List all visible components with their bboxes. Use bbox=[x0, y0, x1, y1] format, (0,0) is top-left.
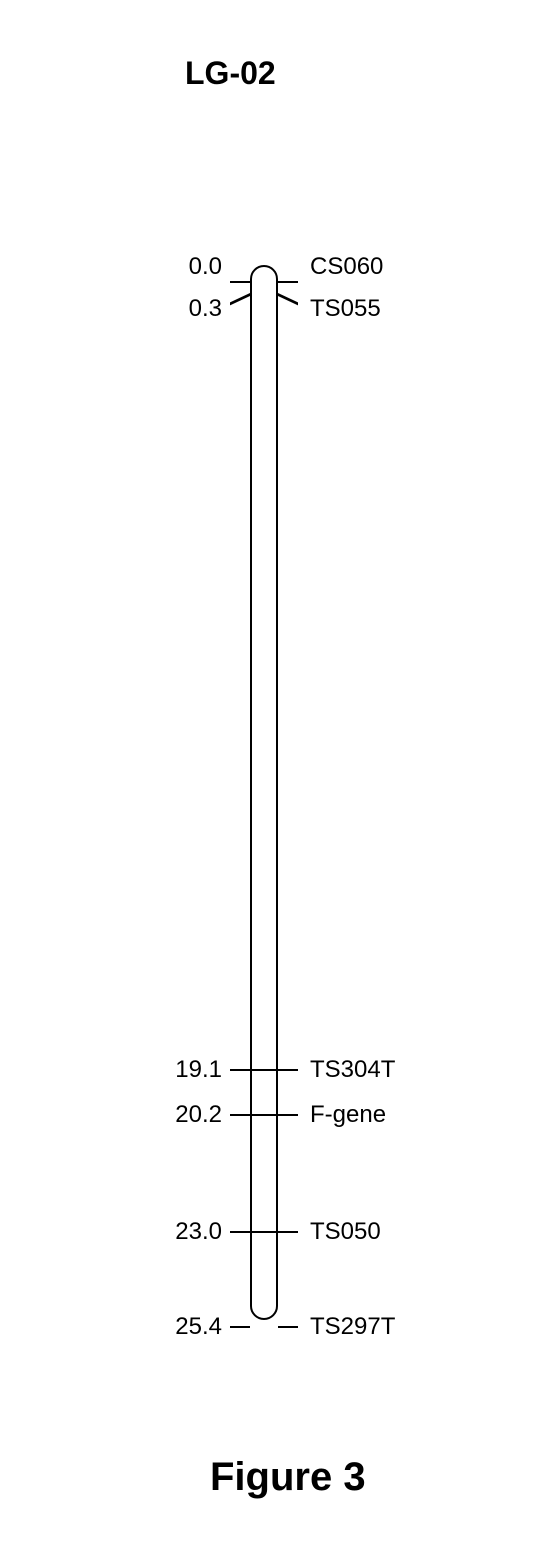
marker-name-label: TS304T bbox=[310, 1056, 395, 1084]
marker-tick-left bbox=[230, 1326, 250, 1329]
marker-position-label: 19.1 bbox=[175, 1056, 222, 1084]
marker-name-label: CS060 bbox=[310, 253, 383, 281]
marker-position-label: 0.3 bbox=[189, 295, 222, 323]
marker-position-label: 25.4 bbox=[175, 1313, 222, 1341]
marker-row: 25.4 TS297T bbox=[0, 1315, 557, 1339]
marker-row: 19.1 TS304T bbox=[0, 1058, 557, 1082]
linkage-map-container: 0.0 CS060 0.3 TS055 19.1 TS304T 20.2 F-g… bbox=[0, 265, 557, 1365]
figure-caption: Figure 3 bbox=[210, 1455, 366, 1500]
marker-name-label: TS050 bbox=[310, 1218, 381, 1246]
marker-position-label: 20.2 bbox=[175, 1101, 222, 1129]
marker-tick-right bbox=[278, 293, 298, 305]
marker-name-label: F-gene bbox=[310, 1101, 386, 1129]
marker-name-label: TS297T bbox=[310, 1313, 395, 1341]
marker-row: 20.2 F-gene bbox=[0, 1103, 557, 1127]
marker-tick bbox=[230, 1069, 298, 1072]
marker-position-label: 23.0 bbox=[175, 1218, 222, 1246]
marker-tick bbox=[230, 1114, 298, 1117]
marker-row: 23.0 TS050 bbox=[0, 1220, 557, 1244]
marker-tick-right bbox=[278, 1326, 298, 1329]
chromosome-bar bbox=[250, 265, 278, 1320]
marker-position-label: 0.0 bbox=[189, 253, 222, 281]
marker-name-label: TS055 bbox=[310, 295, 381, 323]
linkage-group-title: LG-02 bbox=[185, 55, 276, 92]
marker-tick-left bbox=[230, 293, 250, 305]
marker-tick bbox=[230, 1231, 298, 1234]
marker-row: 0.3 TS055 bbox=[0, 282, 557, 306]
